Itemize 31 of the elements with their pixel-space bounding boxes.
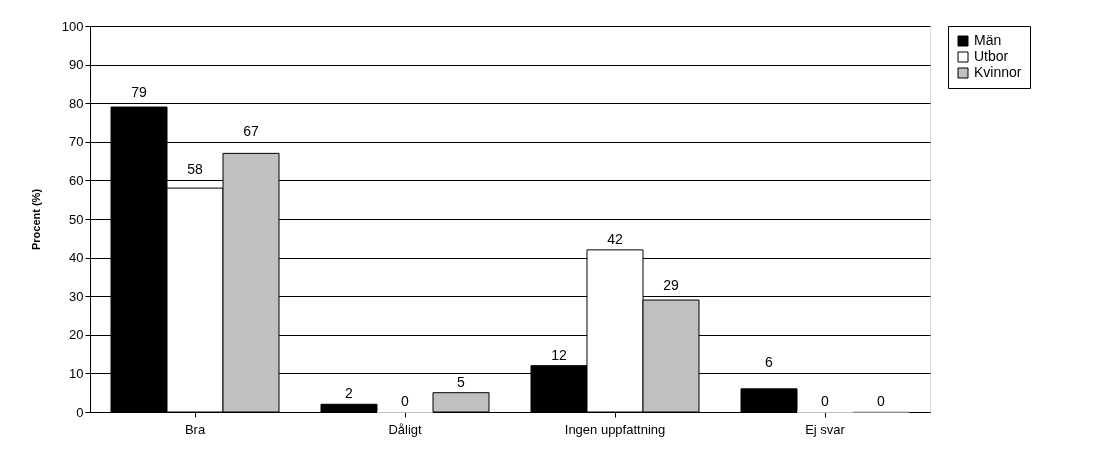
- data-label: 67: [243, 122, 259, 139]
- y-axis-title: Procent (%): [29, 188, 42, 251]
- data-label: 5: [457, 373, 466, 390]
- y-tick-label: 0: [76, 404, 84, 420]
- data-label: 0: [877, 393, 886, 409]
- y-tick-label: 90: [69, 57, 84, 73]
- y-tick-label: 60: [69, 172, 84, 188]
- legend-label: Kvinnor: [974, 64, 1022, 80]
- data-label: 12: [551, 346, 567, 363]
- y-tick-label: 100: [61, 18, 84, 34]
- y-tick-label: 40: [69, 250, 84, 266]
- data-label: 0: [401, 393, 410, 409]
- data-label: 2: [345, 385, 354, 402]
- y-tick-label: 50: [69, 211, 84, 227]
- x-tick-label: Ingen uppfattning: [564, 421, 666, 437]
- y-tick-label: 20: [69, 327, 84, 343]
- data-label: 6: [765, 354, 774, 371]
- y-tick-label: 80: [69, 95, 84, 111]
- x-tick-label: Ej svar: [805, 421, 846, 437]
- x-tick-label: Dåligt: [388, 421, 422, 437]
- y-tick-label: 30: [69, 288, 84, 304]
- y-tick-label: 70: [69, 134, 84, 150]
- data-label: 0: [821, 393, 830, 409]
- data-label: 29: [663, 277, 679, 294]
- data-label: 79: [131, 84, 147, 101]
- data-label: 42: [607, 230, 623, 247]
- data-label: 58: [187, 161, 203, 178]
- legend-label: Män: [974, 32, 1002, 48]
- x-tick-label: Bra: [184, 421, 206, 437]
- legend-label: Utbor: [974, 48, 1009, 64]
- y-tick-label: 10: [69, 365, 84, 381]
